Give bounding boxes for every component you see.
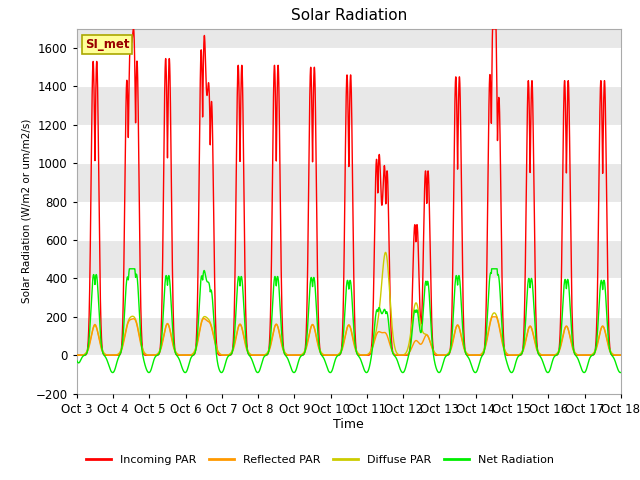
Title: Solar Radiation: Solar Radiation (291, 9, 407, 24)
Legend: Incoming PAR, Reflected PAR, Diffuse PAR, Net Radiation: Incoming PAR, Reflected PAR, Diffuse PAR… (82, 451, 558, 469)
Bar (77, 202, 621, 240)
X-axis label: Time: Time (333, 419, 364, 432)
Text: SI_met: SI_met (85, 38, 129, 51)
Bar (77, 125, 621, 163)
Bar (77, 355, 621, 394)
Y-axis label: Solar Radiation (W/m2 or um/m2/s): Solar Radiation (W/m2 or um/m2/s) (22, 119, 31, 303)
Bar (77, 278, 621, 317)
Bar (77, 48, 621, 86)
